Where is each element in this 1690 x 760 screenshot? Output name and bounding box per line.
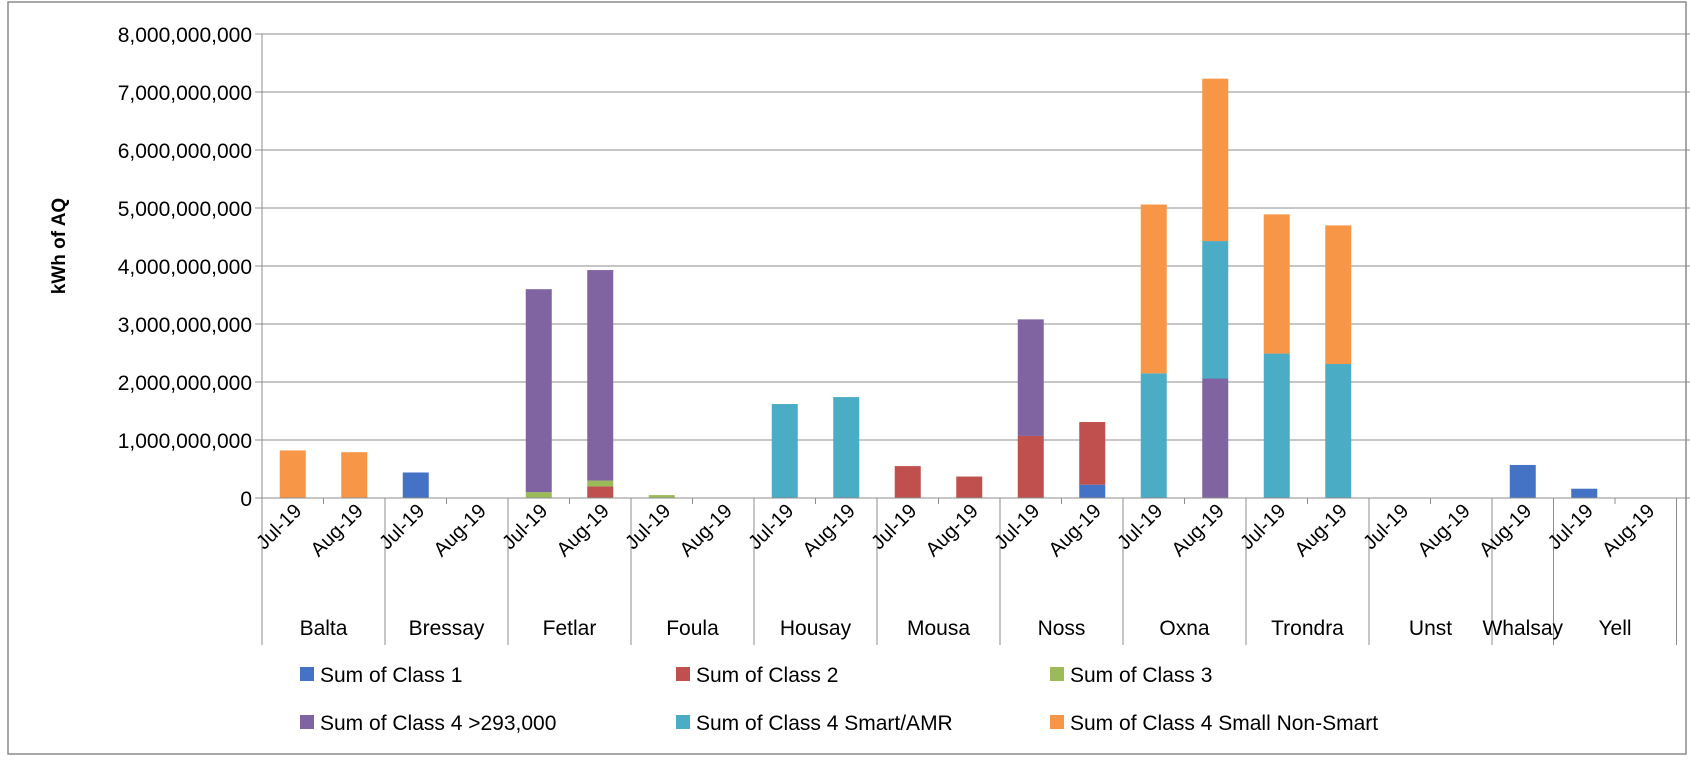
- y-tick-label: 7,000,000,000: [118, 82, 252, 105]
- bar-segment: [1325, 364, 1352, 498]
- bar-segment: [1202, 78, 1229, 242]
- group-label: Whalsay: [1482, 617, 1563, 640]
- legend-label: Sum of Class 3: [1070, 664, 1212, 687]
- legend-swatch: [676, 667, 690, 681]
- legend: Sum of Class 1 Sum of Class 2 Sum of Class…: [300, 664, 1378, 735]
- bar-segment: [1202, 241, 1229, 379]
- group-label: Bressay: [409, 617, 485, 640]
- legend-label: Sum of Class 4 Smart/AMR: [696, 712, 953, 735]
- y-axis-title: kWh of AQ: [49, 198, 70, 294]
- bar-segment: [341, 452, 368, 498]
- group-label: Foula: [666, 617, 719, 640]
- bar-segment: [648, 495, 675, 498]
- bar-segment: [587, 270, 614, 481]
- y-tick-label: 4,000,000,000: [118, 256, 252, 279]
- y-tick-label: 6,000,000,000: [118, 140, 252, 163]
- legend-swatch: [300, 667, 314, 681]
- bar-segment: [525, 289, 552, 493]
- y-tick-label: 5,000,000,000: [118, 198, 252, 221]
- legend-swatch: [676, 715, 690, 729]
- bar-segment: [1202, 378, 1229, 498]
- group-label: Trondra: [1271, 617, 1344, 640]
- group-label: Fetlar: [543, 617, 597, 640]
- bar-segment: [1325, 225, 1352, 365]
- bar-segment: [956, 476, 983, 498]
- y-tick-label: 1,000,000,000: [118, 430, 252, 453]
- legend-label: Sum of Class 2: [696, 664, 838, 687]
- gridlines: [255, 33, 1690, 499]
- group-label: Housay: [780, 617, 852, 640]
- group-label: Unst: [1409, 617, 1452, 640]
- group-label: Noss: [1038, 617, 1086, 640]
- bar-segment: [525, 492, 552, 498]
- bar-segment: [279, 450, 306, 498]
- bar-segment: [1263, 214, 1290, 354]
- bar-segment: [1079, 484, 1106, 498]
- y-axis-tick-labels: 0 1,000,000,000 2,000,000,000 3,000,000,000…: [118, 24, 252, 511]
- legend-label: Sum of Class 4 Small Non-Smart: [1070, 712, 1378, 735]
- chart-border: [7, 1, 1687, 755]
- bar-segment: [587, 480, 614, 487]
- y-tick-label: 3,000,000,000: [118, 314, 252, 337]
- legend-swatch: [1050, 715, 1064, 729]
- group-label: Mousa: [907, 617, 970, 640]
- bar-segment: [1079, 422, 1106, 485]
- bar-segment: [1140, 204, 1167, 374]
- bar-segment: [894, 466, 921, 498]
- legend-swatch: [300, 715, 314, 729]
- legend-label: Sum of Class 1: [320, 664, 462, 687]
- legend-label: Sum of Class 4 >293,000: [320, 712, 556, 735]
- bar-segment: [771, 404, 798, 498]
- legend-swatch: [1050, 667, 1064, 681]
- bar-segment: [1140, 373, 1167, 498]
- bar-segment: [1017, 319, 1044, 436]
- bar-segment: [1571, 488, 1598, 498]
- x-axis: [261, 497, 1690, 645]
- y-tick-label: 8,000,000,000: [118, 24, 252, 47]
- y-tick-label: 2,000,000,000: [118, 372, 252, 395]
- bars: [279, 78, 1598, 498]
- group-label: Yell: [1598, 617, 1631, 640]
- bar-segment: [587, 486, 614, 498]
- bar-segment: [1263, 353, 1290, 498]
- group-label: Oxna: [1159, 617, 1210, 640]
- bar-segment: [833, 397, 860, 498]
- bar-segment: [1017, 435, 1044, 498]
- group-label: Balta: [300, 617, 348, 640]
- y-tick-label: 0: [240, 488, 252, 511]
- bar-segment: [1509, 464, 1536, 498]
- bar-segment: [402, 472, 429, 498]
